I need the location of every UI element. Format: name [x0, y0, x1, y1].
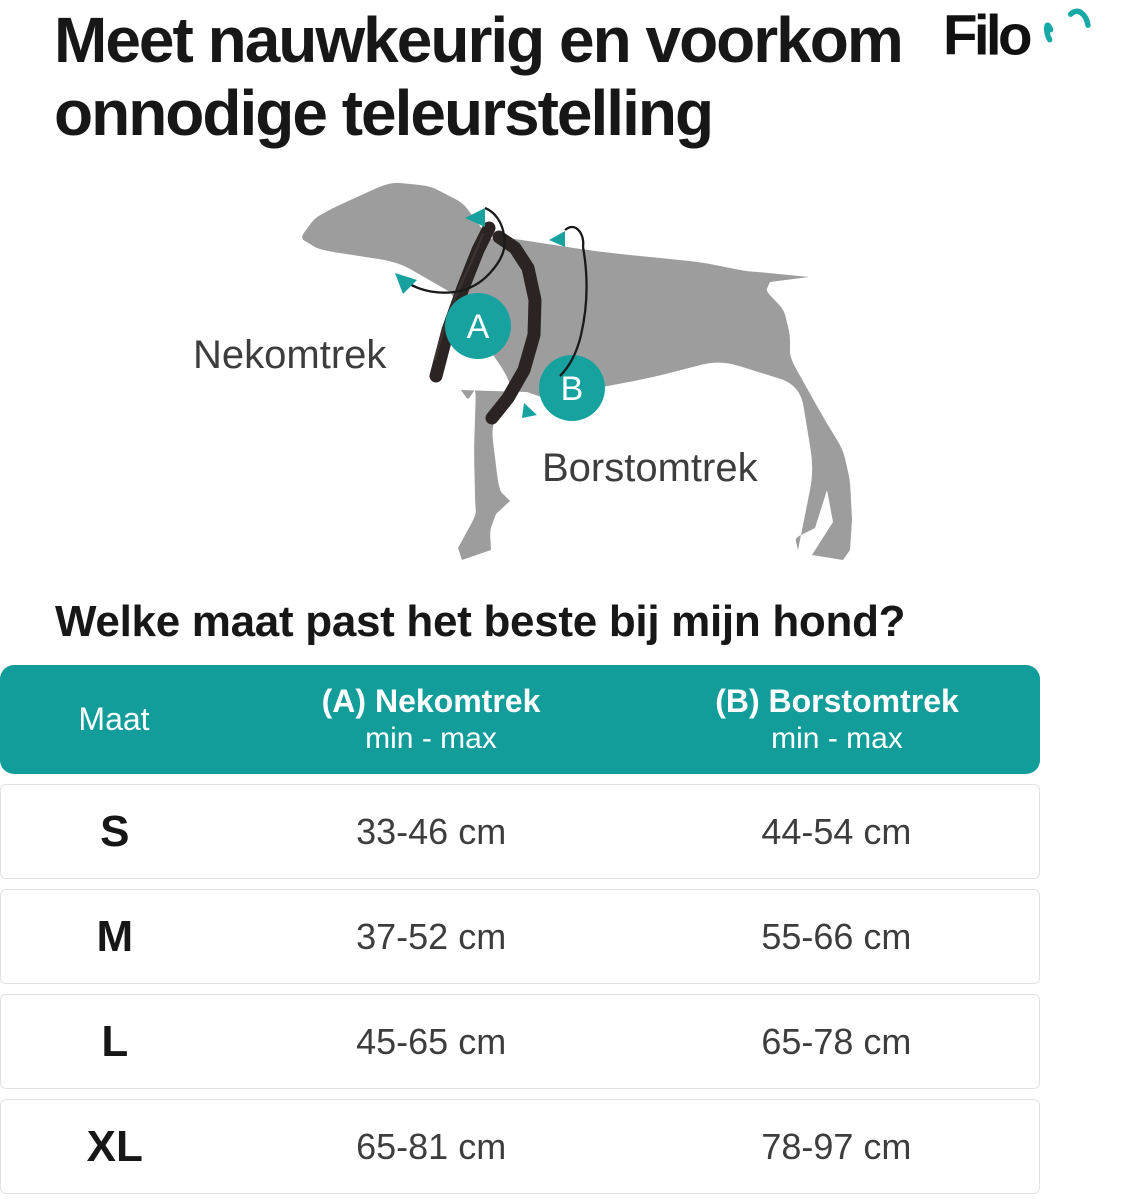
- svg-text:B: B: [561, 370, 584, 408]
- svg-text:Borstomtrek: Borstomtrek: [542, 446, 759, 490]
- svg-text:Nekomtrek: Nekomtrek: [193, 333, 387, 377]
- svg-text:A: A: [467, 308, 490, 346]
